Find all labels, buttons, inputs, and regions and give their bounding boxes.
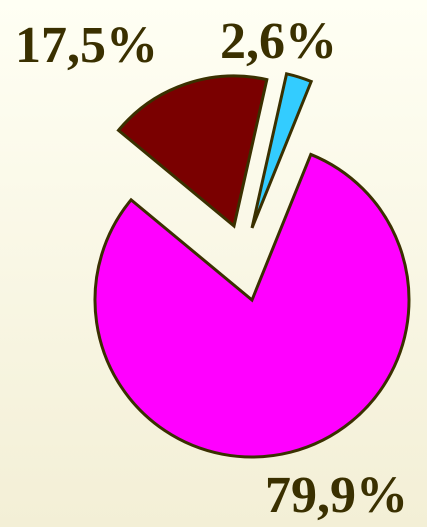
value-label: 17,5% [15, 17, 158, 74]
pie-slice [116, 74, 269, 229]
pie-slice [93, 152, 411, 459]
pie-slice [250, 72, 314, 229]
value-label: 79,9% [265, 467, 408, 524]
value-label: 2,6% [220, 13, 337, 70]
